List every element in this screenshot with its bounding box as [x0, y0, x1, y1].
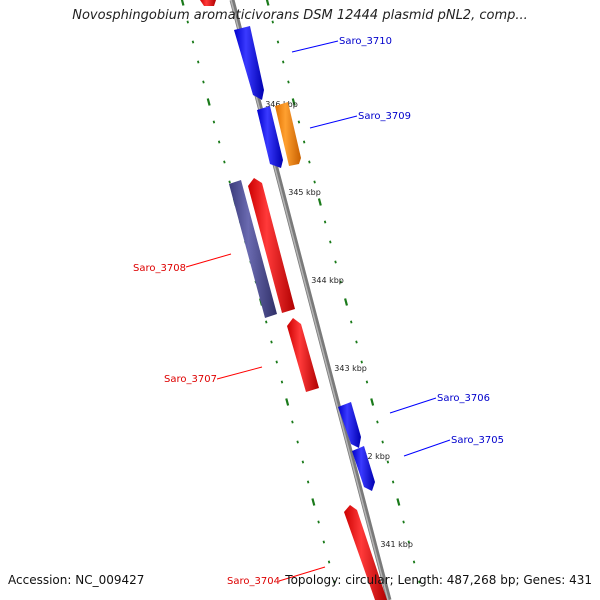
major-tick — [180, 0, 185, 6]
gene-arrow-saro-3706 — [338, 402, 361, 448]
gene-label-saro-3708: Saro_3708 — [133, 263, 186, 274]
minor-tick — [197, 60, 200, 64]
accession-text: Accession: NC_009427 — [8, 573, 145, 587]
minor-tick — [287, 80, 290, 84]
minor-tick — [402, 520, 405, 524]
minor-tick — [327, 560, 331, 564]
map-title: Novosphingobium aromaticivorans DSM 1244… — [72, 8, 528, 23]
minor-tick — [217, 140, 221, 144]
major-tick — [317, 198, 322, 206]
gene-arrow-saro-3710 — [234, 26, 264, 100]
minor-tick — [212, 120, 216, 124]
gene-arrow-saro-3708 — [229, 180, 277, 318]
major-tick — [291, 98, 296, 106]
scale-label: 341 kbp — [380, 540, 413, 549]
minor-tick — [339, 280, 342, 284]
minor-tick — [333, 580, 336, 584]
minor-tick — [334, 260, 337, 264]
major-tick — [311, 498, 316, 506]
minor-tick — [271, 20, 274, 24]
minor-tick — [381, 440, 384, 444]
gene-arrow-red-long — [248, 178, 295, 313]
minor-tick — [297, 120, 301, 124]
minor-tick — [191, 40, 195, 44]
scale-label: 342 kbp — [357, 452, 390, 461]
minor-tick — [412, 560, 416, 564]
minor-tick — [301, 460, 305, 464]
minor-tick — [282, 60, 285, 64]
minor-tick — [291, 420, 294, 424]
major-tick — [396, 498, 401, 506]
gene-features — [200, 0, 387, 600]
gene-arrow-orange — [275, 102, 301, 166]
minor-tick — [265, 320, 268, 324]
minor-tick — [365, 380, 369, 384]
minor-tick — [270, 340, 273, 344]
minor-tick — [280, 380, 284, 384]
minor-tick — [322, 540, 326, 544]
gene-label-saro-3706: Saro_3706 — [437, 393, 490, 404]
gene-arrow-saro-3704 — [344, 505, 387, 600]
minor-tick — [296, 440, 299, 444]
topology-summary: Topology: circular; Length: 487,268 bp; … — [285, 573, 592, 587]
minor-tick — [407, 540, 411, 544]
gene-label-saro-3709: Saro_3709 — [358, 111, 411, 122]
label-leaders — [185, 40, 451, 582]
gene-label-saro-3704: Saro_3704 — [227, 576, 280, 587]
major-tick — [344, 298, 349, 306]
scale-ticks — [180, 0, 421, 584]
scale-label: 343 kbp — [334, 364, 367, 373]
minor-tick — [360, 360, 363, 364]
minor-tick — [329, 240, 332, 244]
scale-label: 345 kbp — [288, 188, 321, 197]
minor-tick — [313, 180, 316, 184]
gene-label-saro-3707: Saro_3707 — [164, 374, 217, 385]
gene-arrow-saro-3709 — [257, 106, 283, 168]
minor-tick — [355, 340, 358, 344]
minor-tick — [302, 140, 306, 144]
major-tick — [206, 98, 211, 106]
minor-tick — [275, 360, 278, 364]
minor-tick — [418, 580, 421, 584]
minor-tick — [276, 40, 280, 44]
minor-tick — [376, 420, 379, 424]
gene-arrow-saro-3707 — [287, 318, 319, 392]
minor-tick — [391, 480, 395, 484]
scale-label: 344 kbp — [311, 276, 344, 285]
major-tick — [285, 398, 290, 406]
backbone-line — [229, 0, 392, 600]
minor-tick — [317, 520, 320, 524]
minor-tick — [323, 220, 327, 224]
minor-tick — [186, 20, 189, 24]
minor-tick — [202, 80, 205, 84]
backbone-highlight — [230, 0, 389, 600]
minor-tick — [350, 320, 353, 324]
minor-tick — [228, 180, 231, 184]
minor-tick — [223, 160, 226, 164]
minor-tick — [308, 160, 311, 164]
gene-label-saro-3710: Saro_3710 — [339, 36, 392, 47]
gene-arrow-top-partial — [200, 0, 216, 6]
gene-arrow-saro-3705 — [352, 446, 375, 491]
minor-tick — [386, 460, 390, 464]
major-tick — [265, 0, 270, 6]
gene-label-saro-3705: Saro_3705 — [451, 435, 504, 446]
major-tick — [370, 398, 375, 406]
minor-tick — [306, 480, 310, 484]
